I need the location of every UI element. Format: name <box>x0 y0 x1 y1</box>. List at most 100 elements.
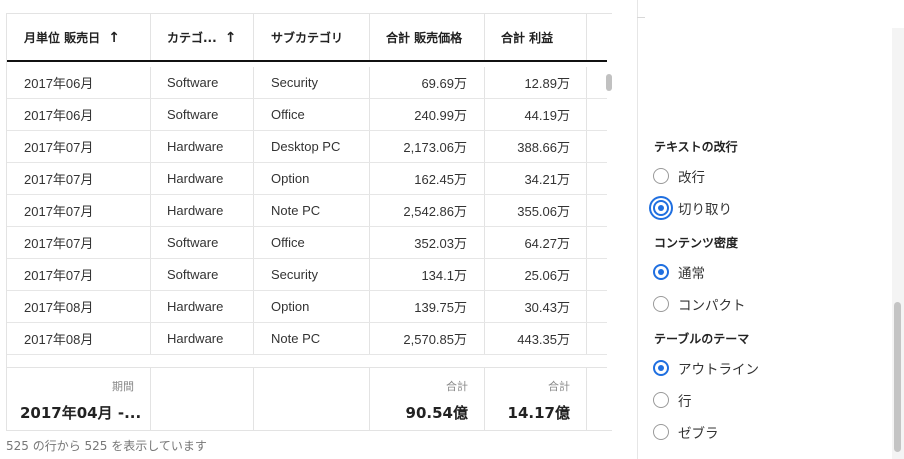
cell-month: 2017年07月 <box>7 131 151 162</box>
radio-unchecked-icon[interactable] <box>653 168 669 184</box>
radio-option[interactable]: ゼブラ <box>653 422 719 442</box>
radio-option[interactable]: 通常 <box>653 262 705 282</box>
radio-unchecked-icon[interactable] <box>653 392 669 408</box>
cell-month: 2017年06月 <box>7 99 151 130</box>
sort-ascending-icon: ↑ <box>224 29 237 46</box>
column-header-label: 合計 販売価格 <box>386 31 463 45</box>
cell-total-sales: 2,542.86万 <box>370 195 485 226</box>
radio-option[interactable]: アウトライン <box>653 358 759 378</box>
cell-total-sales: 2,570.85万 <box>370 323 485 354</box>
column-header-month[interactable]: 月単位 販売日 ↑ <box>7 14 151 61</box>
radio-option-label: 切り取り <box>678 202 732 218</box>
cell-spacer <box>587 291 607 322</box>
table-row[interactable]: 2017年07月 Hardware Desktop PC 2,173.06万 388.6… <box>7 131 607 163</box>
footer-profit-label: 合計 <box>548 379 570 393</box>
radio-option[interactable]: 行 <box>653 390 692 410</box>
cell-category: Software <box>151 67 254 98</box>
table-header-row: 月単位 販売日 ↑ カテゴ... ↑ サブカテゴリ 合計 販売価格 合計 利益 <box>7 14 607 61</box>
cell-subcategory: Option <box>254 291 370 322</box>
cell-subcategory: Office <box>254 227 370 258</box>
cell-spacer <box>587 323 607 354</box>
cell-category: Software <box>151 259 254 290</box>
radio-option-label: 通常 <box>678 266 705 282</box>
cell-spacer <box>587 163 607 194</box>
settings-section-title: テキストの改行 <box>654 140 738 154</box>
footer-empty-cell <box>254 368 370 430</box>
sort-ascending-icon: ↑ <box>108 29 120 46</box>
footer-period-cell: 期間 2017年04月 -... <box>7 368 151 430</box>
cell-total-profit: 12.89万 <box>485 67 587 98</box>
footer-profit-value: 14.17億 <box>507 403 570 422</box>
table-row[interactable]: 2017年07月 Software Security 134.1万 25.06万 <box>7 259 607 291</box>
radio-option[interactable]: 改行 <box>653 166 705 186</box>
column-header-category[interactable]: カテゴ... ↑ <box>151 14 254 61</box>
cell-month: 2017年08月 <box>7 291 151 322</box>
column-header-subcategory[interactable]: サブカテゴリ <box>254 14 370 61</box>
footer-period-label: 期間 <box>112 379 134 393</box>
table-row[interactable]: 2017年06月 Software Office 240.99万 44.19万 <box>7 99 607 131</box>
cell-category: Software <box>151 99 254 130</box>
cell-total-sales: 352.03万 <box>370 227 485 258</box>
footer-empty-cell <box>151 368 254 430</box>
panel-divider <box>637 0 638 459</box>
cell-category: Hardware <box>151 291 254 322</box>
cell-total-sales: 134.1万 <box>370 259 485 290</box>
cell-category: Software <box>151 227 254 258</box>
column-header-label: 月単位 販売日 <box>24 31 101 45</box>
column-header-total-profit[interactable]: 合計 利益 <box>485 14 587 61</box>
table-scrollbar-thumb[interactable] <box>606 74 612 91</box>
panel-scrollbar-thumb[interactable] <box>894 302 901 452</box>
footer-spacer <box>587 368 607 430</box>
cell-category: Hardware <box>151 131 254 162</box>
radio-unchecked-icon[interactable] <box>653 296 669 312</box>
table-row[interactable]: 2017年08月 Hardware Option 139.75万 30.43万 <box>7 291 607 323</box>
column-header-total-sales[interactable]: 合計 販売価格 <box>370 14 485 61</box>
cell-total-sales: 162.45万 <box>370 163 485 194</box>
radio-checked-icon[interactable] <box>653 360 669 376</box>
cell-total-profit: 44.19万 <box>485 99 587 130</box>
panel-top-rule <box>637 17 645 18</box>
cell-total-profit: 355.06万 <box>485 195 587 226</box>
cell-spacer <box>587 195 607 226</box>
radio-checked-icon[interactable] <box>653 200 669 216</box>
cell-category: Hardware <box>151 163 254 194</box>
cell-total-profit: 30.43万 <box>485 291 587 322</box>
cell-month: 2017年06月 <box>7 67 151 98</box>
table-row[interactable]: 2017年07月 Hardware Note PC 2,542.86万 355.06万 <box>7 195 607 227</box>
row-count-text: 525 の行から 525 を表示しています <box>6 439 207 453</box>
column-header-label: 合計 利益 <box>501 31 554 45</box>
radio-option-label: ゼブラ <box>678 426 719 442</box>
table-row[interactable]: 2017年06月 Software Security 69.69万 12.89万 <box>7 67 607 99</box>
footer-sales-label: 合計 <box>446 379 468 393</box>
cell-month: 2017年07月 <box>7 163 151 194</box>
cell-subcategory: Desktop PC <box>254 131 370 162</box>
column-header-label: サブカテゴリ <box>271 31 344 45</box>
radio-option-label: コンパクト <box>678 298 746 314</box>
table-row[interactable]: 2017年07月 Software Office 352.03万 64.27万 <box>7 227 607 259</box>
table-scrollbar[interactable] <box>605 66 612 366</box>
cell-month: 2017年07月 <box>7 227 151 258</box>
radio-option[interactable]: 切り取り <box>653 198 732 218</box>
cell-subcategory: Note PC <box>254 195 370 226</box>
cell-total-profit: 443.35万 <box>485 323 587 354</box>
cell-month: 2017年07月 <box>7 259 151 290</box>
radio-option-label: 改行 <box>678 170 705 186</box>
radio-option[interactable]: コンパクト <box>653 294 746 314</box>
column-header-label: カテゴ... <box>167 31 217 45</box>
footer-period-value: 2017年04月 -... <box>20 403 142 422</box>
cell-spacer <box>587 67 607 98</box>
footer-profit-cell: 合計 14.17億 <box>485 368 587 430</box>
footer-sales-cell: 合計 90.54億 <box>370 368 485 430</box>
cell-total-sales: 240.99万 <box>370 99 485 130</box>
cell-total-profit: 25.06万 <box>485 259 587 290</box>
data-table: 月単位 販売日 ↑ カテゴ... ↑ サブカテゴリ 合計 販売価格 合計 利益 … <box>6 13 612 431</box>
cell-subcategory: Security <box>254 259 370 290</box>
cell-month: 2017年08月 <box>7 323 151 354</box>
table-row[interactable]: 2017年08月 Hardware Note PC 2,570.85万 443.35万 <box>7 323 607 355</box>
footer-sales-value: 90.54億 <box>405 403 468 422</box>
table-row[interactable]: 2017年07月 Hardware Option 162.45万 34.21万 <box>7 163 607 195</box>
radio-checked-icon[interactable] <box>653 264 669 280</box>
settings-section-title: コンテンツ密度 <box>654 236 739 250</box>
radio-unchecked-icon[interactable] <box>653 424 669 440</box>
cell-spacer <box>587 227 607 258</box>
